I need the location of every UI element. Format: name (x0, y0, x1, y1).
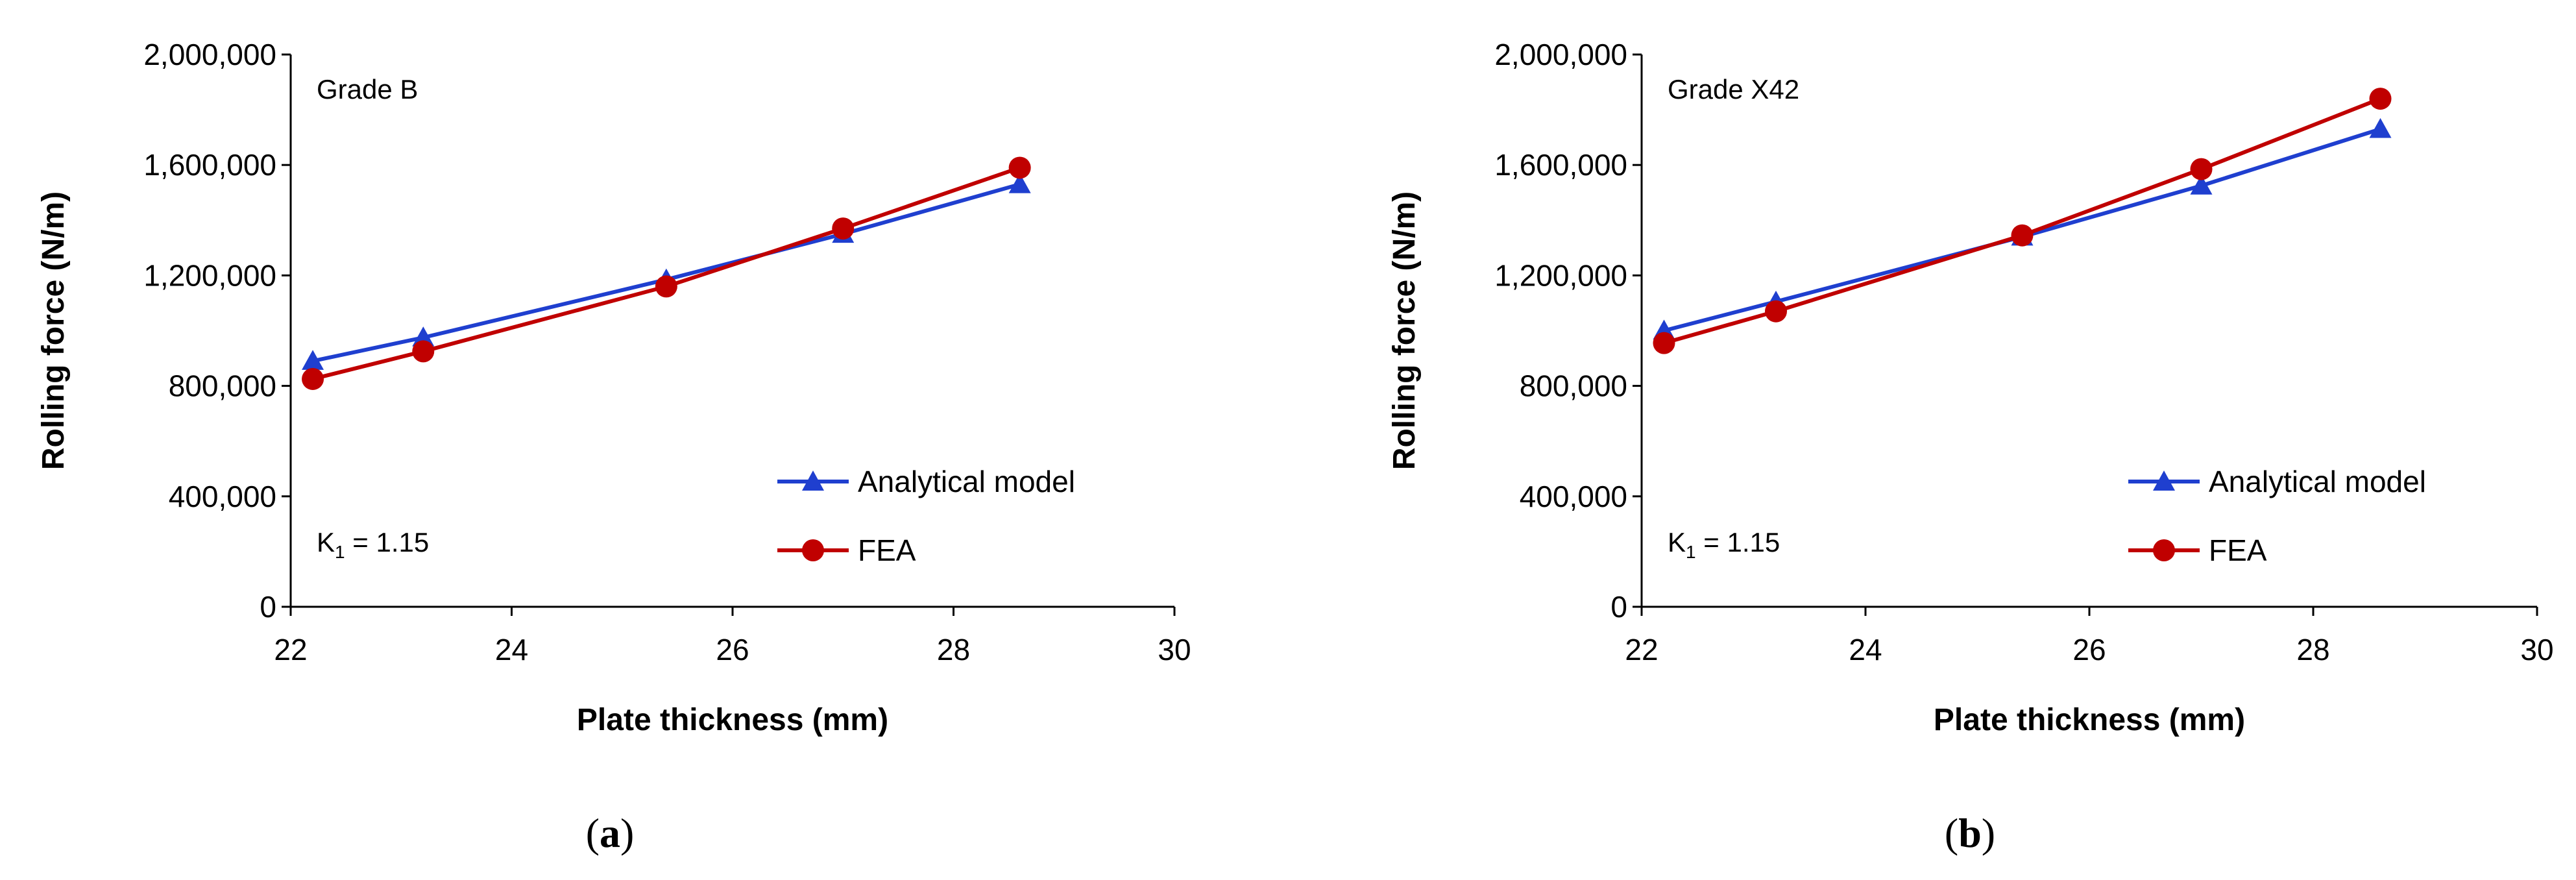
y-tick-label: 0 (260, 590, 276, 624)
k1-value: = 1.15 (345, 527, 430, 557)
fea-data-point (412, 340, 435, 363)
k1-annotation: K1 = 1.15 (1668, 527, 1780, 562)
fea-data-point (655, 275, 677, 298)
y-tick-label: 1,200,000 (143, 258, 276, 292)
legend-item-fea: FEA (2128, 533, 2267, 567)
analytical-data-point (1008, 173, 1031, 193)
grade-annotation: Grade B (317, 74, 418, 104)
legend-triangle-marker (802, 471, 824, 491)
fea-data-point (2369, 88, 2392, 110)
caption-open-paren: ( (1945, 810, 1958, 856)
x-tick-label: 24 (495, 633, 528, 666)
chart-panel-b: 0 400,000 800,000 1,200,000 1,600,000 2,000,0… (1387, 38, 2554, 856)
fea-data-point (1765, 300, 1787, 323)
x-tick-label: 28 (937, 633, 970, 666)
fea-data-point (832, 217, 855, 240)
analytical-data-point (302, 350, 324, 370)
k1-subscript: 1 (335, 542, 345, 562)
legend-item-analytical: Analytical model (777, 465, 1075, 498)
k1-symbol: K (317, 527, 335, 557)
legend-label: Analytical model (858, 465, 1075, 498)
x-tick-label: 30 (1158, 633, 1191, 666)
y-tick-label: 800,000 (169, 369, 276, 403)
y-tick-label: 400,000 (1520, 480, 1627, 513)
x-tick-label: 30 (2520, 633, 2553, 666)
x-tick-label: 28 (2296, 633, 2329, 666)
fea-data-point (302, 367, 324, 390)
legend-triangle-marker (2153, 471, 2175, 491)
x-tick-label: 22 (274, 633, 307, 666)
k1-subscript: 1 (1686, 542, 1696, 562)
caption-close-paren: ) (620, 810, 634, 856)
y-axis-title: Rolling force (N/m) (1387, 191, 1422, 470)
y-tick-label: 1,600,000 (1494, 148, 1627, 182)
panel-caption: (b) (1945, 810, 1995, 856)
y-tick-label: 0 (1610, 590, 1627, 624)
chart-panel-a: 0 400,000 800,000 1,200,000 1,600,000 2,000,0… (36, 38, 1191, 856)
analytical-data-point (412, 326, 435, 347)
legend-label: Analytical model (2209, 465, 2426, 498)
y-axis-title: Rolling force (N/m) (36, 191, 71, 470)
legend-circle-marker (802, 539, 824, 561)
fea-data-point (1653, 332, 1675, 354)
y-tick-label: 1,200,000 (1494, 258, 1627, 292)
x-axis-title: Plate thickness (mm) (1934, 703, 2245, 737)
legend-label: FEA (858, 533, 916, 567)
y-tick-label: 2,000,000 (1494, 38, 1627, 71)
panel-caption: (a) (586, 810, 635, 856)
fea-data-point (2011, 224, 2034, 247)
legend-item-analytical: Analytical model (2128, 465, 2426, 498)
fea-data-point (1008, 156, 1031, 179)
x-axis-title: Plate thickness (mm) (577, 703, 888, 737)
x-tick-label: 26 (2072, 633, 2106, 666)
caption-letter: a (600, 810, 620, 856)
x-tick-label: 24 (1849, 633, 1882, 666)
y-tick-label: 800,000 (1520, 369, 1627, 403)
analytical-data-point (2190, 175, 2213, 195)
legend-item-fea: FEA (777, 533, 916, 567)
grade-annotation: Grade X42 (1668, 74, 1799, 104)
fea-data-point (2190, 158, 2213, 180)
x-tick-label: 22 (1625, 633, 1658, 666)
caption-close-paren: ) (1982, 810, 1995, 856)
k1-annotation: K1 = 1.15 (317, 527, 429, 562)
legend-label: FEA (2209, 533, 2267, 567)
y-tick-label: 1,600,000 (143, 148, 276, 182)
y-tick-label: 400,000 (169, 480, 276, 513)
caption-open-paren: ( (586, 810, 600, 856)
legend-circle-marker (2153, 539, 2175, 561)
k1-value: = 1.15 (1696, 527, 1780, 557)
k1-symbol: K (1668, 527, 1686, 557)
caption-letter: b (1958, 810, 1982, 856)
y-tick-label: 2,000,000 (143, 38, 276, 71)
analytical-data-point (2369, 117, 2392, 138)
x-tick-label: 26 (716, 633, 749, 666)
